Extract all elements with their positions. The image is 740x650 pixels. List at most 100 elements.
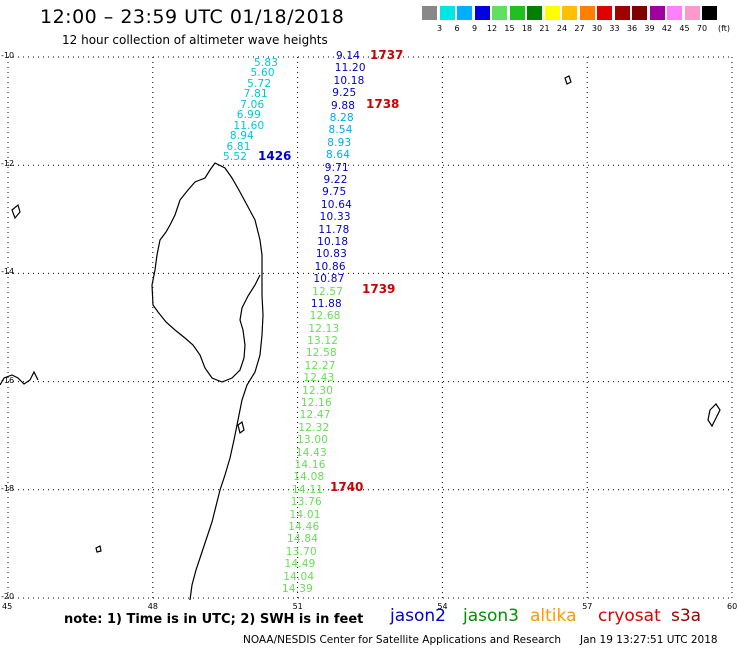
island-small-1 <box>11 203 21 220</box>
colorbar-label: 15 <box>504 24 515 33</box>
colorbar-swatch <box>702 6 717 20</box>
colorbar-swatch <box>439 6 455 20</box>
swh-value: 6.99 <box>236 109 261 122</box>
swh-value: 10.18 <box>317 235 349 248</box>
swh-value: 5.60 <box>250 67 275 80</box>
island-small-5 <box>237 420 245 435</box>
lon-tick-label: 51 <box>292 602 303 611</box>
generated-timestamp: Jan 19 13:27:51 UTC 2018 <box>580 634 718 646</box>
swh-value: 14.43 <box>295 446 327 459</box>
swh-value: 10.33 <box>319 211 351 224</box>
colorbar-label: 21 <box>539 24 550 33</box>
lon-tick-label: 57 <box>582 602 593 611</box>
swh-value: 12.58 <box>305 347 337 360</box>
colorbar-label: 24 <box>556 24 568 33</box>
swh-value: 11.78 <box>318 223 350 236</box>
colorbar-label: 33 <box>609 24 620 33</box>
colorbar-swatch <box>474 6 490 20</box>
legend-jason3: jason3 <box>463 606 519 626</box>
colorbar-label: 12 <box>486 24 498 33</box>
swh-value: 14.16 <box>294 459 326 472</box>
colorbar-swatch <box>422 6 437 20</box>
swh-value: 8.93 <box>327 136 352 149</box>
swh-value: 13.70 <box>285 545 317 558</box>
legend-altika: altika <box>530 606 577 626</box>
swh-value: 7.06 <box>240 98 265 111</box>
swh-value: 10.64 <box>320 198 352 211</box>
swh-value: 10.18 <box>333 74 365 87</box>
colorbar-swatch <box>544 6 560 20</box>
swh-value: 12.68 <box>309 310 341 323</box>
colorbar-swatch <box>527 6 542 20</box>
island-small-3 <box>707 403 721 428</box>
colorbar-label: 36 <box>626 24 638 33</box>
swh-value: 12.27 <box>304 359 336 372</box>
lat-tick-label: -18 <box>1 483 15 493</box>
lon-tick-label: 45 <box>2 602 13 611</box>
colorbar-swatch <box>509 6 525 20</box>
swh-value: 9.14 <box>336 50 361 62</box>
coastline-west-mainland <box>0 370 39 386</box>
lon-tick-label: 60 <box>727 602 738 611</box>
swh-value: 8.54 <box>328 124 353 137</box>
colorbar-label: 70 <box>696 24 708 33</box>
colorbar-label: 39 <box>644 24 655 33</box>
swh-value: 12.13 <box>308 322 340 335</box>
colorbar-label: 6 <box>454 24 460 33</box>
swh-value: 9.22 <box>323 173 348 186</box>
lon-tick-label: 54 <box>437 602 448 611</box>
swh-value: 5.72 <box>247 77 272 90</box>
footer-note: note: 1) Time is in UTC; 2) SWH is in fe… <box>64 612 364 627</box>
credit-line: NOAA/NESDIS Center for Satellite Applica… <box>243 634 561 646</box>
colorbar-swatch <box>614 6 630 20</box>
swh-value: 12.47 <box>299 409 331 422</box>
colorbar-swatch <box>579 6 595 20</box>
lat-tick-label: -12 <box>1 159 15 169</box>
swh-value: 6.81 <box>226 140 251 153</box>
swh-value: 14.01 <box>289 508 321 521</box>
swh-value: 12.43 <box>303 372 335 385</box>
swh-value: 14.46 <box>288 521 320 534</box>
colorbar-swatch <box>684 6 700 20</box>
lon-tick-label: 48 <box>147 602 158 611</box>
lat-tick-label: -20 <box>1 592 15 601</box>
swh-value: 9.75 <box>322 186 347 199</box>
swh-value: 10.86 <box>314 260 346 273</box>
map-title: 12:00 – 23:59 UTC 01/18/2018 <box>40 6 345 28</box>
swh-value: 10.87 <box>313 273 345 286</box>
swh-value: 11.88 <box>310 297 342 310</box>
swh-value: 14.39 <box>282 583 314 595</box>
map-subtitle: 12 hour collection of altimeter wave hei… <box>62 33 328 47</box>
island-small-2 <box>564 75 572 85</box>
swh-value: 14.08 <box>293 471 325 484</box>
swh-value: 5.52 <box>223 151 248 163</box>
pass-time-label: 1740 <box>330 480 364 494</box>
lat-tick-label: -10 <box>1 51 15 60</box>
swh-value: 13.76 <box>290 496 322 509</box>
lat-tick-label: -14 <box>1 267 15 277</box>
swh-value: 12.16 <box>300 397 332 410</box>
colorbar-swatch <box>457 6 472 20</box>
swh-value: 12.32 <box>298 421 330 434</box>
swh-value: 8.28 <box>329 111 354 124</box>
pass-time-label: 1426 <box>258 149 292 163</box>
colorbar-swatch <box>562 6 577 20</box>
swh-value: 8.64 <box>325 149 351 162</box>
swh-value: 11.20 <box>334 62 366 75</box>
graticule <box>7 56 733 599</box>
lat-tick-label: -16 <box>1 375 15 385</box>
colorbar-label: 30 <box>591 24 603 33</box>
colorbar-label: 18 <box>521 24 533 33</box>
colorbar-swatch <box>597 6 612 20</box>
legend-jason2: jason2 <box>390 606 446 626</box>
colorbar-swatch <box>492 6 507 20</box>
swh-value: 14.84 <box>287 533 319 546</box>
swh-value: 14.04 <box>283 570 315 583</box>
swh-value: 14.11 <box>292 483 324 496</box>
swh-value: 12.30 <box>302 384 334 397</box>
pass-time-label: 1739 <box>362 282 396 296</box>
colorbar-label: 3 <box>436 24 443 33</box>
swh-value: 8.94 <box>229 130 255 143</box>
colorbar-label: 42 <box>661 24 673 33</box>
